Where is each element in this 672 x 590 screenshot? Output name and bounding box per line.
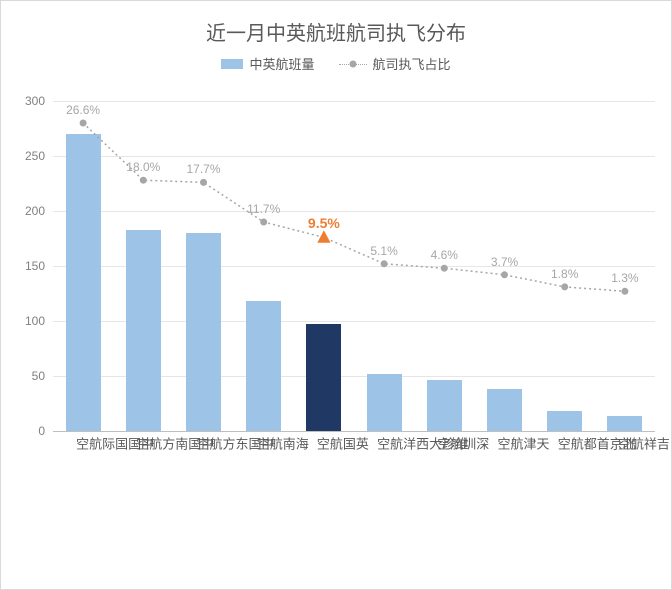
legend-label-bar: 中英航班量 xyxy=(249,54,314,73)
legend-swatch-bar xyxy=(221,59,243,69)
gridline xyxy=(53,211,655,212)
bar xyxy=(367,374,402,431)
y-tick-label: 100 xyxy=(25,314,53,328)
pct-label: 17.7% xyxy=(186,162,220,176)
bar xyxy=(66,134,101,431)
line-marker xyxy=(80,120,87,127)
bar xyxy=(487,389,522,431)
pct-label: 1.3% xyxy=(611,271,638,285)
plot-area: 050100150200250300中国国际航空中国南方航空中国东方航空海南航空… xyxy=(53,101,655,431)
x-category-label: 吉祥航空 xyxy=(617,431,669,451)
bar xyxy=(427,380,462,431)
chart-container: 近一月中英航班航司执飞分布 中英航班量 航司执飞占比 0501001502002… xyxy=(0,0,672,590)
y-tick-label: 250 xyxy=(25,149,53,163)
bar xyxy=(246,301,281,431)
line-marker xyxy=(501,271,508,278)
pct-label: 3.7% xyxy=(491,255,518,269)
bar xyxy=(126,230,161,431)
line-marker xyxy=(260,219,267,226)
line-marker-highlight xyxy=(317,230,330,243)
pct-label: 18.0% xyxy=(126,160,160,174)
pct-label: 11.7% xyxy=(247,202,280,216)
line-marker xyxy=(621,288,628,295)
bar xyxy=(547,411,582,431)
legend: 中英航班量 航司执飞占比 xyxy=(1,54,671,73)
bar xyxy=(607,416,642,431)
pct-label: 26.6% xyxy=(66,103,100,117)
pct-label: 1.8% xyxy=(551,267,578,281)
y-tick-label: 50 xyxy=(32,369,53,383)
y-tick-label: 150 xyxy=(25,259,53,273)
pct-label-highlight: 9.5% xyxy=(308,215,340,231)
line-marker xyxy=(140,177,147,184)
x-category-label: 深圳航空 xyxy=(436,431,488,451)
x-category-label: 英国航空 xyxy=(316,431,368,451)
bar xyxy=(186,233,221,431)
y-tick-label: 0 xyxy=(38,424,53,438)
y-tick-label: 200 xyxy=(25,204,53,218)
legend-swatch-line xyxy=(339,59,367,69)
bar xyxy=(306,324,341,431)
line-marker xyxy=(561,283,568,290)
legend-item-line: 航司执飞占比 xyxy=(339,54,451,73)
legend-item-bar: 中英航班量 xyxy=(221,54,314,73)
gridline xyxy=(53,156,655,157)
legend-line-dot xyxy=(349,60,356,67)
x-category-label: 天津航空 xyxy=(497,431,549,451)
pct-label: 4.6% xyxy=(431,248,458,262)
legend-label-line: 航司执飞占比 xyxy=(373,54,451,73)
line-marker xyxy=(200,179,207,186)
pct-label: 5.1% xyxy=(370,244,397,258)
chart-title: 近一月中英航班航司执飞分布 xyxy=(1,1,671,46)
y-tick-label: 300 xyxy=(25,94,53,108)
gridline xyxy=(53,101,655,102)
x-category-label: 海南航空 xyxy=(256,431,308,451)
